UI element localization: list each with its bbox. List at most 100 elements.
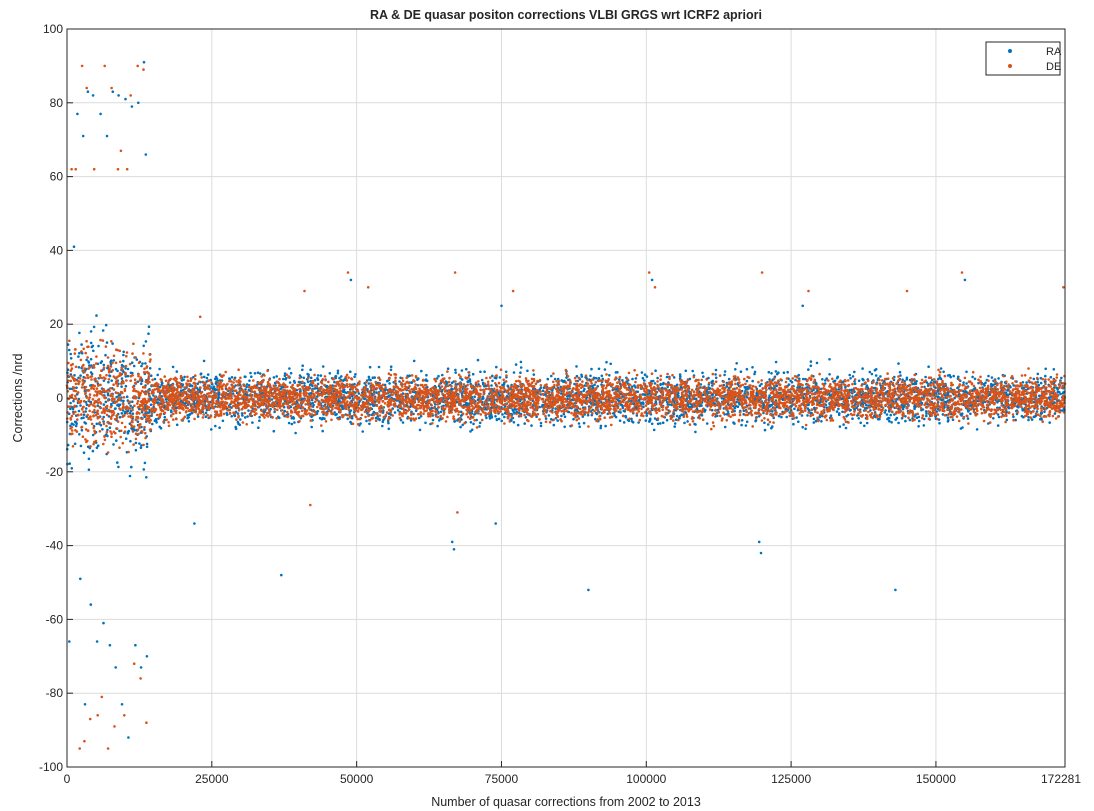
ra-point <box>722 383 726 387</box>
de-point <box>68 339 71 343</box>
ra-point <box>248 379 251 383</box>
ra-point <box>85 358 88 362</box>
de-point <box>86 429 90 432</box>
ra-point <box>578 425 581 429</box>
ra-point <box>377 365 381 369</box>
de-point <box>74 365 78 369</box>
de-point <box>93 394 96 397</box>
de-point <box>107 371 111 374</box>
de-point <box>113 417 117 421</box>
de-point <box>116 348 119 352</box>
ra-point <box>374 416 378 420</box>
ra-point <box>468 378 472 381</box>
ra-point <box>417 416 421 420</box>
ra-point <box>257 426 260 430</box>
ra-point <box>1058 390 1061 394</box>
de-point <box>104 345 108 348</box>
ra-point <box>637 398 641 402</box>
ra-point <box>824 379 827 382</box>
de-point <box>88 393 92 396</box>
ra-point <box>112 359 116 362</box>
de-point <box>138 426 141 430</box>
ra-point <box>307 373 310 377</box>
de-point <box>74 410 77 414</box>
ra-point <box>768 378 771 381</box>
ra-point <box>70 467 74 470</box>
ra-point <box>890 421 893 424</box>
ra-point <box>683 421 686 425</box>
de-point <box>137 423 141 427</box>
de-point <box>74 348 77 351</box>
de-point <box>324 378 327 382</box>
de-point <box>77 382 80 386</box>
ra-point <box>318 416 322 420</box>
ra-point <box>782 371 786 375</box>
ra-point <box>139 382 143 386</box>
ra-point <box>482 397 485 400</box>
ra-point <box>700 414 704 417</box>
ra-point <box>650 422 654 426</box>
ra-point <box>763 428 767 432</box>
de-point <box>87 404 91 407</box>
de-point <box>93 431 97 435</box>
de-point <box>142 413 145 417</box>
de-point <box>86 376 90 380</box>
ra-point <box>656 422 660 426</box>
de-point <box>76 391 80 394</box>
ra-point <box>1012 415 1015 419</box>
de-point <box>92 363 96 367</box>
ra-point <box>179 400 183 403</box>
ra-point <box>734 368 737 371</box>
ra-point <box>768 394 771 397</box>
ra-point <box>101 329 105 332</box>
ra-point <box>1027 415 1030 419</box>
ra-point <box>645 414 648 417</box>
ra-point <box>134 441 138 445</box>
ra-point <box>691 369 694 373</box>
de-point <box>125 351 129 354</box>
de-point <box>80 350 83 353</box>
ra-point <box>471 372 475 376</box>
ra-point <box>315 395 319 398</box>
ra-point <box>845 415 848 418</box>
ra-point <box>835 410 839 413</box>
ra-point <box>654 369 657 373</box>
de-point <box>129 416 133 419</box>
de-point <box>831 377 834 381</box>
ra-point <box>1005 418 1009 422</box>
ra-point <box>563 425 566 429</box>
ra-point <box>874 374 878 377</box>
de-point <box>278 377 281 381</box>
ra-point <box>541 389 545 393</box>
ra-point <box>744 387 748 391</box>
ra-point <box>190 411 194 415</box>
ra-point <box>642 405 645 409</box>
ra-point <box>367 382 371 385</box>
ra-point <box>1032 377 1036 381</box>
ra-point <box>205 376 209 380</box>
ra-point <box>678 414 682 418</box>
de-point <box>136 411 139 414</box>
de-point <box>84 391 87 395</box>
ra-point <box>599 424 603 428</box>
ra-point <box>609 362 612 366</box>
de-point <box>149 428 153 431</box>
ra-point <box>69 407 72 411</box>
de-point <box>82 381 86 384</box>
ra-point <box>837 407 840 411</box>
ra-point <box>599 426 602 430</box>
ra-point <box>107 415 111 418</box>
ra-point <box>942 370 945 374</box>
ra-point <box>190 384 194 388</box>
ra-point <box>596 385 599 388</box>
de-point <box>89 415 92 418</box>
de-point <box>102 366 106 370</box>
de-point <box>83 367 86 370</box>
ra-point <box>895 416 899 420</box>
ra-point <box>631 377 634 381</box>
ra-point <box>472 422 475 426</box>
ra-point <box>126 430 130 434</box>
ra-point <box>301 364 305 368</box>
ra-point <box>170 410 173 414</box>
ra-point <box>572 417 575 421</box>
